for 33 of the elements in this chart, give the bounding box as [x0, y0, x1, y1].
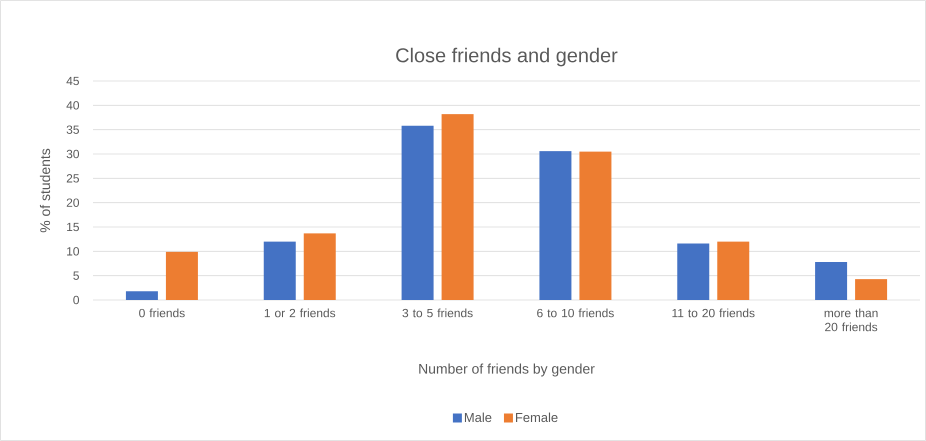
- y-tick-label: 15: [67, 222, 79, 232]
- x-tick-label: 0 friends: [139, 308, 185, 318]
- bar: [855, 279, 888, 300]
- x-tick-label: 11 to 20 friends: [672, 308, 755, 318]
- bar: [166, 252, 198, 300]
- bar: [677, 244, 710, 300]
- chart-title: Close friends and gender: [396, 48, 618, 66]
- x-tick-label: more than 20 friends: [824, 308, 878, 332]
- y-tick-label: 45: [66, 76, 79, 86]
- bar: [264, 242, 296, 300]
- bar: [442, 114, 474, 300]
- y-tick-label: 40: [66, 101, 80, 110]
- y-tick-label: 30: [66, 150, 80, 158]
- x-tick-label: 6 to 10 friends: [537, 308, 614, 318]
- y-axis-title: % of students: [40, 148, 50, 232]
- y-tick-label: 20: [66, 198, 80, 207]
- bar: [126, 291, 158, 300]
- bar: [579, 152, 612, 300]
- y-tick-label: 35: [66, 125, 79, 134]
- bar: [815, 262, 848, 300]
- bar: [304, 233, 336, 300]
- legend-label: Female: [516, 412, 558, 422]
- bar: [402, 126, 434, 300]
- bar: [539, 151, 572, 300]
- y-tick-label: 0: [73, 296, 80, 304]
- y-tick-label: 10: [67, 247, 80, 256]
- x-tick-label: 1 or 2 friends: [264, 308, 336, 318]
- x-axis-title: Number of friends by gender: [419, 363, 595, 376]
- bar: [717, 242, 750, 300]
- y-tick-label: 5: [73, 272, 79, 280]
- legend-label: Male: [464, 412, 492, 422]
- x-tick-label: 3 to 5 friends: [402, 308, 473, 318]
- y-tick-label: 25: [66, 174, 79, 183]
